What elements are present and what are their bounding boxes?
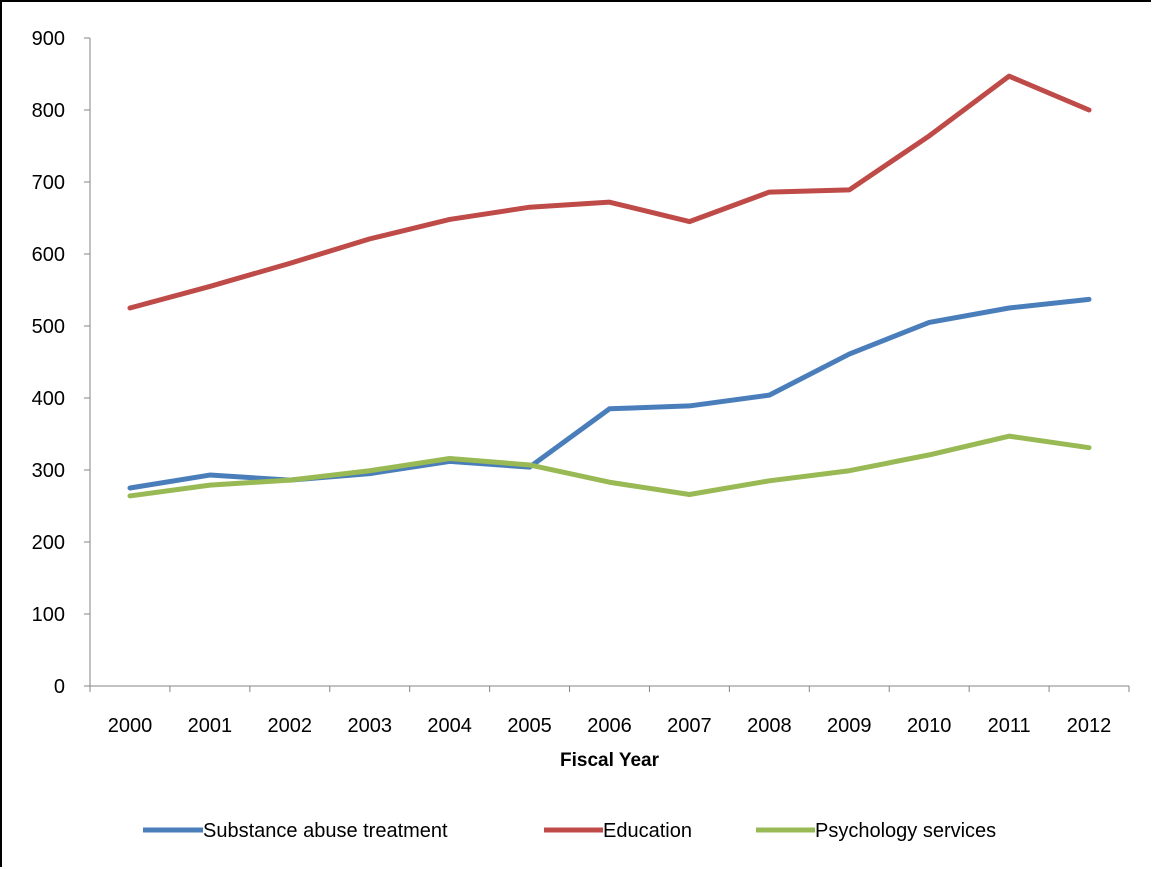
legend-item: Psychology services <box>756 820 996 842</box>
y-tick-label: 0 <box>54 676 65 698</box>
x-tick-label: 2007 <box>667 715 712 737</box>
x-tick-label: 2008 <box>747 715 792 737</box>
y-tick-label: 300 <box>32 460 65 482</box>
y-tick-label: 400 <box>32 388 65 410</box>
legend-label: Education <box>603 820 692 842</box>
legend-item: Education <box>544 820 692 842</box>
legend-item: Substance abuse treatment <box>143 820 448 842</box>
x-tick-label: 2003 <box>347 715 392 737</box>
x-axis: 2000 2001 2002 2003 2004 2005 2006 2007 2008 2009… <box>89 685 1130 737</box>
x-tick-label: 2006 <box>587 715 632 737</box>
x-tick-label: 2011 <box>988 715 1031 737</box>
legend-label: Psychology services <box>815 820 996 842</box>
x-tick-label: 2000 <box>108 715 153 737</box>
y-tick-label: 700 <box>32 172 65 194</box>
y-tick-label: 500 <box>32 316 65 338</box>
y-tick-label: 200 <box>32 532 65 554</box>
x-axis-title: Fiscal Year <box>560 750 660 771</box>
series-line-1 <box>127 296 1092 491</box>
series-layer <box>127 73 1092 499</box>
y-tick-label: 900 <box>32 28 65 50</box>
y-tick-label: 800 <box>32 100 65 122</box>
x-tick-label: 2010 <box>907 715 952 737</box>
x-tick-label: 2012 <box>1067 715 1112 737</box>
x-tick-label: 2004 <box>427 715 472 737</box>
series-line-3 <box>127 433 1092 499</box>
x-tick-label: 2002 <box>268 715 313 737</box>
y-tick-label: 600 <box>32 244 65 266</box>
legend: Substance abuse treatment Education Psycho… <box>143 820 996 842</box>
x-tick-label: 2005 <box>507 715 552 737</box>
series-line-2 <box>127 73 1092 311</box>
y-tick-label: 100 <box>32 604 65 626</box>
x-tick-label: 2001 <box>188 715 233 737</box>
legend-label: Substance abuse treatment <box>203 820 448 842</box>
x-tick-label: 2009 <box>827 715 872 737</box>
y-axis: 0 100 200 300 400 500 600 700 800 900 <box>32 28 91 698</box>
